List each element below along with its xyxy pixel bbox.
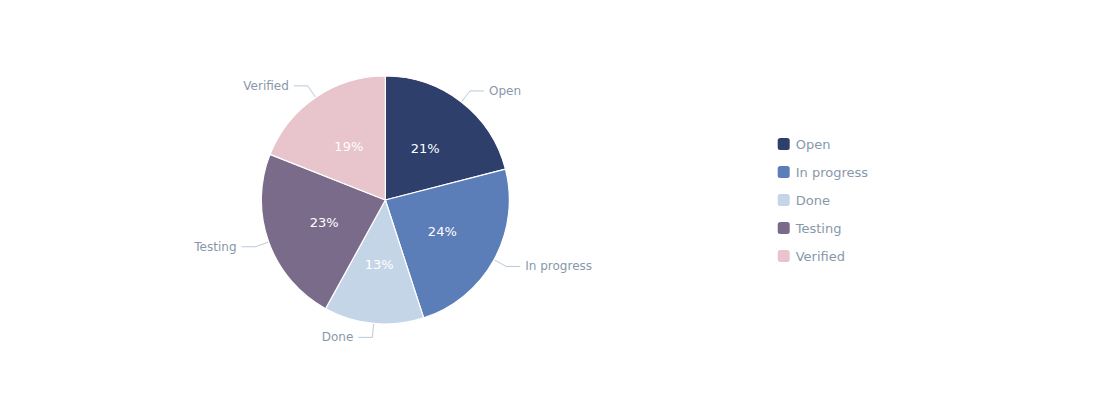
svg-text:Testing: Testing — [795, 221, 842, 236]
svg-text:13%: 13% — [365, 257, 394, 272]
svg-text:In progress: In progress — [796, 165, 869, 180]
svg-text:24%: 24% — [428, 224, 457, 239]
svg-text:Done: Done — [796, 193, 830, 208]
svg-text:Verified: Verified — [243, 79, 289, 93]
svg-text:Verified: Verified — [796, 249, 845, 264]
svg-text:Done: Done — [322, 330, 354, 344]
svg-text:Open: Open — [489, 84, 521, 98]
svg-text:Open: Open — [796, 137, 831, 152]
svg-text:Testing: Testing — [193, 240, 236, 254]
svg-text:23%: 23% — [310, 215, 339, 230]
svg-text:19%: 19% — [334, 139, 363, 154]
svg-text:In progress: In progress — [525, 259, 592, 273]
svg-text:21%: 21% — [411, 141, 440, 156]
